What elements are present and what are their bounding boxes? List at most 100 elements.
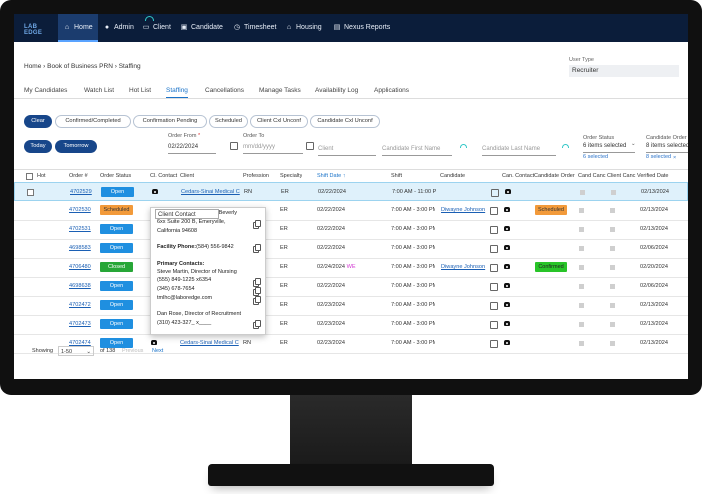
tab-manage-tasks[interactable]: Manage Tasks <box>259 87 301 94</box>
copy-icon[interactable] <box>253 244 261 253</box>
col-candidate-order[interactable]: Candidate Order <box>534 173 575 179</box>
table-row[interactable]: 4702529 Open Cedars-Sinai Medical C RN ER 02/… <box>14 182 688 201</box>
client-canc-checkbox[interactable] <box>610 303 615 308</box>
cand-canc-checkbox[interactable] <box>579 227 584 232</box>
order-number-link[interactable]: 4702473 <box>69 321 91 327</box>
candidate-contact-icon[interactable] <box>504 263 511 270</box>
client-canc-checkbox[interactable] <box>610 284 615 289</box>
calendar-icon[interactable] <box>490 321 498 329</box>
client-canc-checkbox[interactable] <box>610 227 615 232</box>
candidate-contact-icon[interactable] <box>504 225 511 232</box>
order-number-link[interactable]: 4702529 <box>70 189 92 195</box>
tab-applications[interactable]: Applications <box>374 87 410 94</box>
client-canc-checkbox[interactable] <box>610 341 615 346</box>
nav-admin[interactable]: ● Admin <box>103 14 134 42</box>
copy-icon[interactable] <box>253 220 261 229</box>
col-order-status[interactable]: Order Status <box>100 173 132 179</box>
candidate-first-name-input[interactable]: Candidate First Name <box>382 144 452 156</box>
cand-canc-checkbox[interactable] <box>580 190 585 195</box>
calendar-icon[interactable] <box>490 283 498 291</box>
order-number-link[interactable]: 4702474 <box>69 340 91 346</box>
tab-cancellations[interactable]: Cancellations <box>205 87 245 94</box>
user-type-select[interactable]: Recruiter <box>569 65 679 77</box>
copy-icon[interactable] <box>253 287 261 296</box>
order-number-link[interactable]: 4702472 <box>69 302 91 308</box>
tab-my-candidates[interactable]: My Candidates <box>24 87 68 94</box>
calendar-icon[interactable] <box>490 302 498 310</box>
client-canc-checkbox[interactable] <box>610 246 615 251</box>
filter-scheduled[interactable]: Scheduled <box>209 115 248 128</box>
cand-canc-checkbox[interactable] <box>579 341 584 346</box>
client-canc-checkbox[interactable] <box>610 265 615 270</box>
breadcrumb-book[interactable]: Book of Business PRN <box>47 63 113 70</box>
candidate-contact-icon[interactable] <box>504 282 511 289</box>
order-number-link[interactable]: 4698638 <box>69 283 91 289</box>
cand-canc-checkbox[interactable] <box>579 246 584 251</box>
order-to-input[interactable]: mm/dd/yyyy <box>243 142 303 154</box>
cand-canc-checkbox[interactable] <box>579 208 584 213</box>
nav-candidate[interactable]: ▣ Candidate <box>180 14 223 42</box>
order-number-link[interactable]: 4698583 <box>69 245 91 251</box>
calendar-icon[interactable] <box>491 189 499 197</box>
candidate-contact-icon[interactable] <box>505 188 512 195</box>
copy-icon[interactable] <box>253 296 261 305</box>
tab-watch-list[interactable]: Watch List <box>84 87 115 94</box>
candidate-contact-icon[interactable] <box>504 301 511 308</box>
col-verified-date[interactable]: Verified Date <box>637 173 669 179</box>
candidate-link[interactable]: Diwayne Johnson <box>441 207 486 213</box>
col-shift[interactable]: Shift <box>391 173 403 179</box>
next-page-link[interactable]: Next <box>152 348 164 354</box>
cand-canc-checkbox[interactable] <box>579 322 584 327</box>
col-cl-contact[interactable]: Cl. Contact <box>150 173 178 179</box>
contact-phone-icon[interactable] <box>152 188 159 195</box>
order-number-link[interactable]: 4706480 <box>69 264 91 270</box>
cand-canc-checkbox[interactable] <box>579 265 584 270</box>
client-link[interactable]: Cedars-Sinai Medical C <box>181 189 240 195</box>
calendar-icon[interactable] <box>306 142 314 150</box>
row-checkbox[interactable] <box>27 189 34 196</box>
copy-icon[interactable] <box>253 278 261 287</box>
candidate-last-name-input[interactable]: Candidate Last Name <box>482 144 556 156</box>
filter-confirmed-completed[interactable]: Confirmed/Completed <box>55 115 131 128</box>
col-order-number[interactable]: Order # <box>69 173 88 179</box>
table-row[interactable]: 4702474 Open Cedars-Sinai Medical C RN ER 02/… <box>14 334 688 354</box>
order-status-select[interactable]: 6 items selected <box>583 141 635 153</box>
tab-staffing[interactable]: Staffing <box>166 83 188 98</box>
nav-client[interactable]: ▭ Client <box>142 14 171 42</box>
client-input[interactable]: Client <box>318 144 376 156</box>
clear-button[interactable]: Clear <box>24 115 52 128</box>
page-size-select[interactable]: 1-50 ⌄ <box>58 346 94 356</box>
cand-canc-checkbox[interactable] <box>579 303 584 308</box>
order-number-link[interactable]: 4702531 <box>69 226 91 232</box>
client-canc-checkbox[interactable] <box>611 190 616 195</box>
client-canc-checkbox[interactable] <box>610 208 615 213</box>
col-client-canc[interactable]: Client Canc <box>607 173 636 179</box>
candidate-link[interactable]: Diwayne Johnson <box>441 264 486 270</box>
calendar-icon[interactable] <box>490 340 498 348</box>
col-cand-canc[interactable]: Cand Canc <box>578 173 606 179</box>
tomorrow-button[interactable]: Tomorrow <box>55 140 97 153</box>
nav-nexus-reports[interactable]: ▤ Nexus Reports <box>333 14 391 42</box>
tab-availability-log[interactable]: Availability Log <box>315 87 359 94</box>
nav-home[interactable]: ⌂ Home <box>58 14 98 42</box>
table-row[interactable]: 4702473OpenCedars-Sinai Medical CRNER02/… <box>14 315 688 335</box>
client-link[interactable]: Cedars-Sinai Medical C <box>180 340 239 346</box>
copy-icon[interactable] <box>253 320 261 329</box>
nav-housing[interactable]: ⌂ Housing <box>285 14 322 42</box>
previous-page-link[interactable]: Previous <box>122 348 144 354</box>
breadcrumb-home[interactable]: Home <box>24 63 42 70</box>
table-row[interactable]: 4706480ClosedRNER02/24/2024 WE7:00 AM - … <box>14 258 688 278</box>
calendar-icon[interactable] <box>230 142 238 150</box>
filter-client-cxl-unconf[interactable]: Client Cxl Unconf <box>250 115 308 128</box>
filter-confirmation-pending[interactable]: Confirmation Pending <box>133 115 207 128</box>
col-client[interactable]: Client <box>180 173 195 179</box>
cand-canc-checkbox[interactable] <box>579 284 584 289</box>
chevron-down-icon[interactable]: ⌄ <box>631 141 636 147</box>
col-shift-date[interactable]: Shift Date ↑ <box>317 173 346 179</box>
filter-candidate-cxl-unconf[interactable]: Candidate Cxl Unconf <box>310 115 380 128</box>
order-from-input[interactable]: 02/22/2024 <box>168 142 216 154</box>
